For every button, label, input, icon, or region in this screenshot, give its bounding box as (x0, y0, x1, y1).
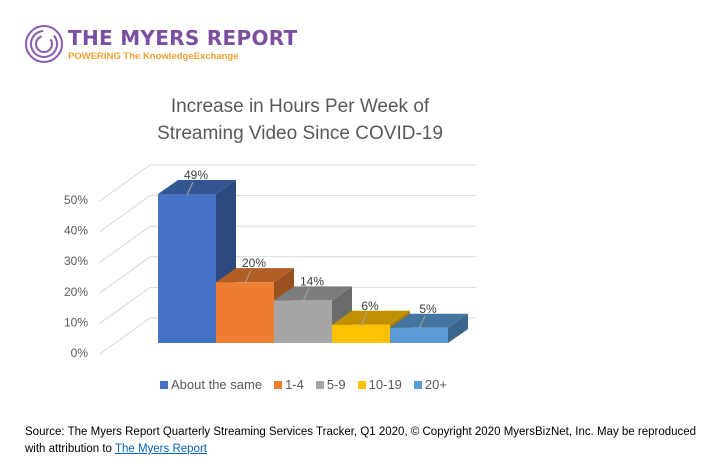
bar-top (158, 180, 236, 194)
bar (390, 327, 448, 343)
gridline-side (99, 195, 151, 233)
bar-top (332, 310, 410, 325)
legend-swatch (357, 380, 366, 389)
bar-top (390, 313, 468, 328)
bar (158, 194, 216, 343)
bar-top (216, 268, 294, 283)
chart-title: Increase in Hours Per Week of Streaming … (120, 93, 480, 147)
legend-item: 10-19 (357, 377, 402, 392)
y-tick-label: 10% (64, 315, 88, 329)
y-tick-label: 40% (64, 224, 88, 238)
data-label: 6% (361, 299, 379, 313)
legend-label: About the same (171, 377, 263, 392)
data-label-leader (418, 315, 426, 330)
data-label-leader (302, 288, 310, 302)
y-tick-label: 30% (64, 254, 88, 268)
gridline-side (99, 164, 151, 202)
data-label-leader (244, 269, 252, 284)
data-label-leader (360, 312, 368, 326)
data-label: 5% (419, 302, 437, 316)
bar-side (448, 313, 468, 343)
data-label-leader (186, 181, 194, 196)
legend-item: 20+ (413, 377, 447, 392)
legend-label: 20+ (424, 377, 447, 392)
legend-swatch (413, 380, 422, 389)
legend-swatch (274, 380, 283, 389)
legend-swatch (160, 380, 168, 389)
legend-label: 5-9 (326, 377, 346, 392)
chart-title-line-1: Increase in Hours Per Week of (170, 96, 430, 117)
gridline-side (99, 256, 151, 294)
source-text: Source: The Myers Report Quarterly Strea… (25, 426, 697, 455)
legend-item: 1-4 (274, 377, 304, 392)
legend-label: 10-19 (368, 377, 402, 392)
data-label: 49% (184, 168, 208, 182)
bar (332, 324, 390, 343)
y-tick-label: 50% (64, 193, 88, 207)
legend-item: 5-9 (315, 377, 346, 392)
data-label: 20% (242, 256, 266, 270)
source-link[interactable]: The Myers Report (114, 443, 207, 455)
data-label: 14% (300, 274, 324, 288)
legend-label: 1-4 (285, 377, 304, 392)
legend-swatch (315, 380, 324, 389)
gridline-side (99, 286, 151, 324)
y-tick-label: 0% (71, 346, 89, 360)
bar (216, 282, 274, 343)
legend: About the same 1-4 5-9 10-19 20+ (160, 377, 447, 392)
logo-title: THE MYERS REPORT (68, 26, 298, 50)
y-tick-label: 20% (64, 285, 88, 299)
logo: THE MYERS REPORT POWERING The KnowledgeE… (24, 24, 324, 68)
chart-title-line-2: Streaming Video Since COVID-19 (157, 123, 443, 144)
logo-tagline: POWERING The KnowledgeExchange (68, 51, 239, 62)
gridline-side (99, 225, 151, 263)
logo-circle-icon (25, 25, 63, 63)
legend-item: About the same (160, 377, 262, 392)
bar (274, 300, 332, 343)
source-note: Source: The Myers Report Quarterly Strea… (25, 424, 715, 458)
bar-top (274, 286, 352, 301)
gridline-side (99, 317, 151, 355)
